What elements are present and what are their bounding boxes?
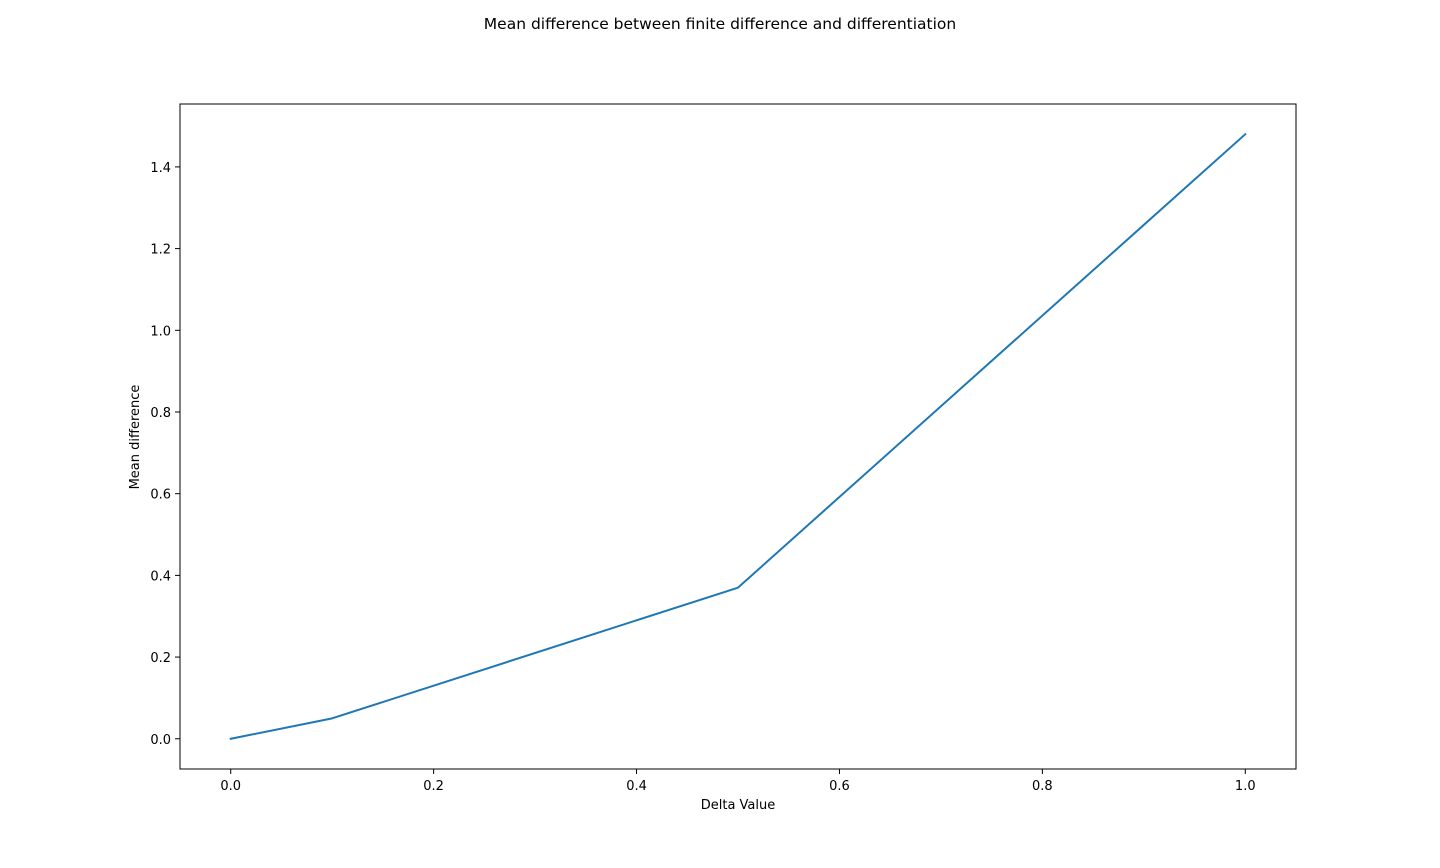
series-line-0 <box>229 132 1247 740</box>
y-tick-label: 1.2 <box>150 243 171 258</box>
x-tick-label: 1.0 <box>1235 779 1256 794</box>
y-tick-label: 0.8 <box>150 406 171 421</box>
x-tick-label: 0.2 <box>423 779 444 794</box>
x-tick-label: 0.6 <box>829 779 850 794</box>
y-tick-label: 1.4 <box>150 161 171 176</box>
axes-frame <box>179 103 1297 770</box>
y-tick-label: 0.0 <box>150 733 171 748</box>
x-tick-label: 0.0 <box>220 779 241 794</box>
x-axis-label: Delta Value <box>701 798 776 813</box>
x-tick-label: 0.8 <box>1032 779 1053 794</box>
y-axis-label: Mean difference <box>128 385 143 490</box>
plot-area: 0.0 0.2 0.4 0.6 0.8 1.0 0.0 0.2 0.4 0.6 0.8 1.0 1.2 1… <box>150 103 1297 794</box>
y-tick-label: 1.0 <box>150 324 171 339</box>
y-tick-label: 0.2 <box>150 651 171 666</box>
y-tick-label: 0.4 <box>150 569 171 584</box>
y-tick-label: 0.6 <box>150 488 171 503</box>
x-tick-label: 0.4 <box>626 779 647 794</box>
chart-title: Mean difference between finite differenc… <box>484 15 956 33</box>
